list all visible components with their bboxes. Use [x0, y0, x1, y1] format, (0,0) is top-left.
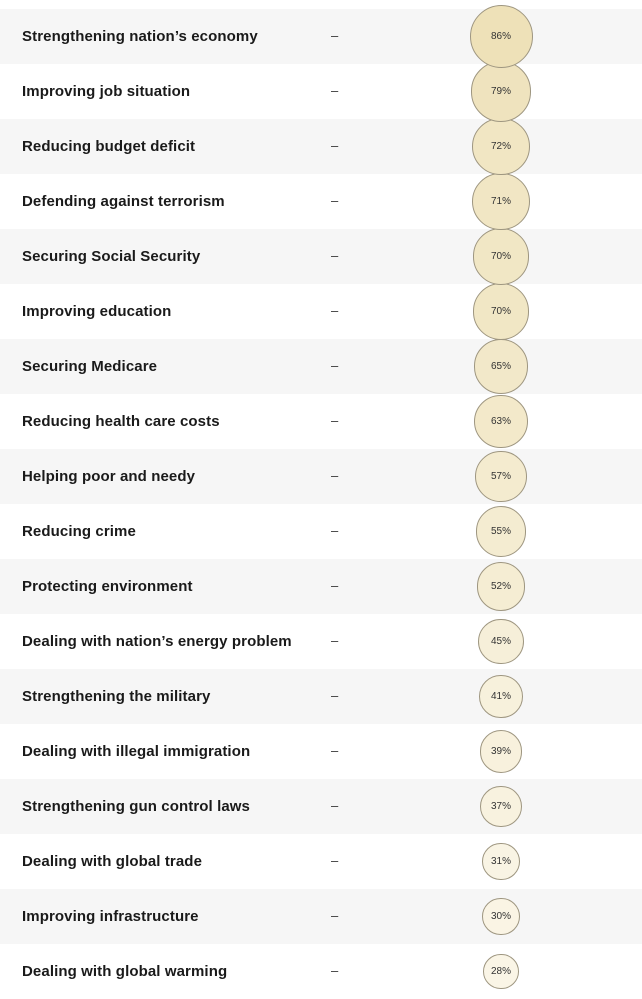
row-secondary-value: – — [331, 83, 339, 98]
value-bubble: 70% — [472, 283, 530, 340]
table-row: Protecting environment – 52% — [0, 559, 642, 614]
row-secondary-value: – — [331, 633, 339, 648]
row-secondary-value: – — [331, 798, 339, 813]
row-secondary-value: – — [331, 358, 339, 373]
row-label: Strengthening gun control laws — [22, 798, 250, 815]
value-bubble: 30% — [482, 897, 520, 936]
row-secondary-value: – — [331, 963, 339, 978]
row-label: Reducing budget deficit — [22, 138, 196, 155]
value-bubble: 52% — [476, 562, 526, 611]
table-row: Dealing with global trade – 31% — [0, 834, 642, 889]
value-bubble: 57% — [475, 450, 527, 503]
table-row: Strengthening gun control laws – 37% — [0, 779, 642, 834]
row-label: Strengthening the military — [22, 688, 211, 705]
value-bubble: 39% — [479, 730, 523, 773]
row-secondary-value: – — [331, 413, 339, 428]
table-row: Strengthening the military – 41% — [0, 669, 642, 724]
row-secondary-value: – — [331, 908, 339, 923]
row-label: Improving infrastructure — [22, 908, 199, 925]
row-label: Dealing with global warming — [22, 963, 228, 980]
value-bubble: 55% — [475, 506, 527, 557]
value-bubble: 72% — [472, 117, 530, 176]
value-bubble: 71% — [472, 172, 530, 231]
row-secondary-value: – — [331, 523, 339, 538]
row-label: Dealing with nation’s energy problem — [22, 633, 292, 650]
value-bubble: 70% — [472, 228, 530, 285]
value-bubble: 65% — [473, 339, 529, 394]
row-label: Dealing with illegal immigration — [22, 743, 251, 760]
row-label: Dealing with global trade — [22, 853, 203, 870]
value-bubble: 63% — [474, 394, 528, 449]
row-secondary-value: – — [331, 28, 339, 43]
value-bubble: 37% — [480, 785, 522, 828]
row-label: Protecting environment — [22, 578, 193, 595]
value-bubble: 28% — [483, 953, 519, 990]
row-secondary-value: – — [331, 688, 339, 703]
table-row: Reducing health care costs – 63% — [0, 394, 642, 449]
row-label: Securing Social Security — [22, 248, 201, 265]
row-secondary-value: – — [331, 193, 339, 208]
table-row: Improving education – 70% — [0, 283, 642, 340]
row-secondary-value: – — [331, 138, 339, 153]
row-label: Reducing health care costs — [22, 413, 220, 430]
table-row: Improving infrastructure – 30% — [0, 889, 642, 944]
row-secondary-value: – — [331, 248, 339, 263]
table-row: Helping poor and needy – 57% — [0, 449, 642, 504]
row-secondary-value: – — [331, 578, 339, 593]
table-row: Securing Social Security – 70% — [0, 228, 642, 285]
table-row: Dealing with illegal immigration – 39% — [0, 724, 642, 779]
value-bubble: 41% — [479, 674, 523, 719]
row-label: Improving job situation — [22, 83, 191, 100]
table-row: Reducing budget deficit – 72% — [0, 117, 642, 176]
table-row: Strengthening nation’s economy – 86% — [0, 5, 642, 68]
row-label: Improving education — [22, 303, 172, 320]
row-label: Helping poor and needy — [22, 468, 196, 485]
table-row: Dealing with global warming – 28% — [0, 944, 642, 999]
row-label: Strengthening nation’s economy — [22, 28, 258, 45]
value-bubble: 86% — [469, 5, 533, 68]
priority-table: Strengthening nation’s economy –86% Improv… — [0, 5, 642, 999]
table-row: Defending against terrorism – 71% — [0, 172, 642, 231]
row-secondary-value: – — [331, 468, 339, 483]
table-row: Dealing with nation’s energy problem – 45% — [0, 614, 642, 669]
table-row: Improving job situation – 79% — [0, 61, 642, 122]
table-row: Securing Medicare – 65% — [0, 339, 642, 394]
row-label: Reducing crime — [22, 523, 136, 540]
row-secondary-value: – — [331, 853, 339, 868]
row-label: Securing Medicare — [22, 358, 158, 375]
table-row: Reducing crime – 55% — [0, 504, 642, 559]
value-bubble: 45% — [478, 618, 524, 665]
value-bubble: 79% — [470, 61, 532, 122]
value-bubble: 31% — [482, 842, 520, 881]
row-secondary-value: – — [331, 743, 339, 758]
row-secondary-value: – — [331, 303, 339, 318]
row-label: Defending against terrorism — [22, 193, 225, 210]
